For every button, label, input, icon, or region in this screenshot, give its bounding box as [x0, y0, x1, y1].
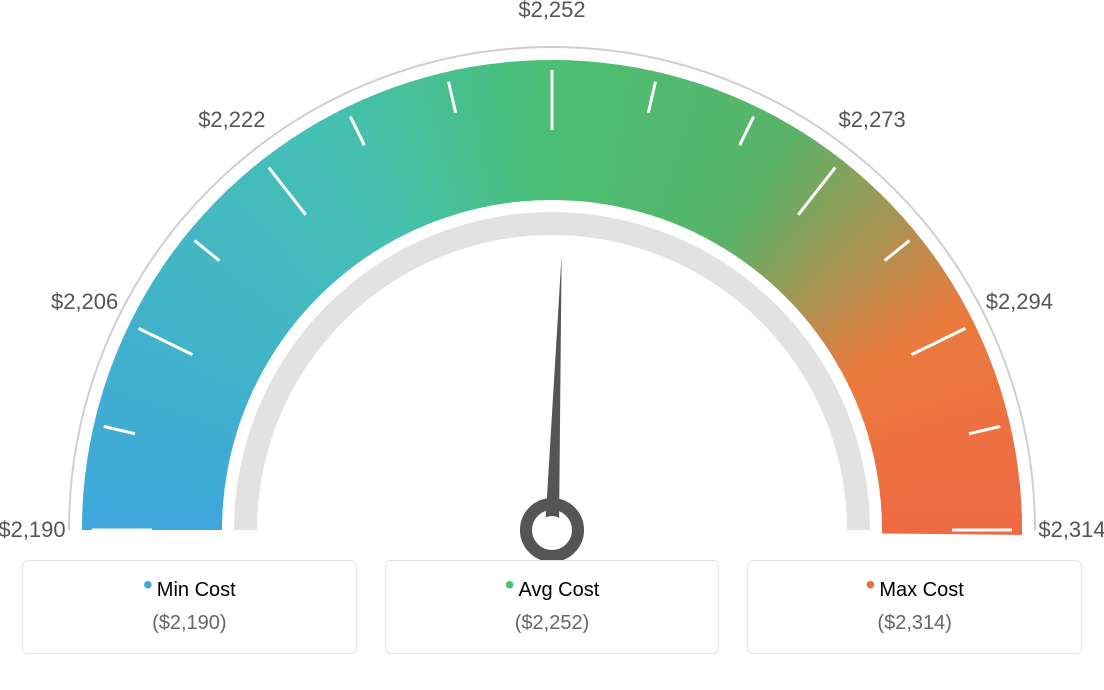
- legend-value-min: ($2,190): [33, 612, 346, 635]
- legend-card-avg: •Avg Cost ($2,252): [385, 560, 720, 654]
- legend-label: Max Cost: [879, 579, 963, 601]
- gauge-tick-label: $2,190: [0, 517, 66, 543]
- legend-label: Avg Cost: [519, 579, 600, 601]
- legend-title-max: •Max Cost: [758, 579, 1071, 602]
- dot-icon: •: [505, 569, 515, 600]
- dot-icon: •: [143, 569, 153, 600]
- legend-title-min: •Min Cost: [33, 579, 346, 602]
- legend-value-max: ($2,314): [758, 612, 1071, 635]
- dot-icon: •: [866, 569, 876, 600]
- gauge-tick-label: $2,222: [198, 107, 265, 133]
- gauge-tick-label: $2,252: [518, 0, 585, 23]
- legend-card-min: •Min Cost ($2,190): [22, 560, 357, 654]
- legend-card-max: •Max Cost ($2,314): [747, 560, 1082, 654]
- gauge-tick-label: $2,206: [51, 289, 118, 315]
- gauge-tick-label: $2,273: [838, 107, 905, 133]
- legend-value-avg: ($2,252): [396, 612, 709, 635]
- legend-row: •Min Cost ($2,190) •Avg Cost ($2,252) •M…: [22, 560, 1082, 654]
- gauge-tick-label: $2,314: [1038, 517, 1104, 543]
- legend-title-avg: •Avg Cost: [396, 579, 709, 602]
- legend-label: Min Cost: [157, 579, 236, 601]
- gauge-svg: [22, 20, 1082, 560]
- gauge-chart: $2,190$2,206$2,222$2,252$2,273$2,294$2,3…: [22, 20, 1082, 560]
- gauge-tick-label: $2,294: [986, 289, 1053, 315]
